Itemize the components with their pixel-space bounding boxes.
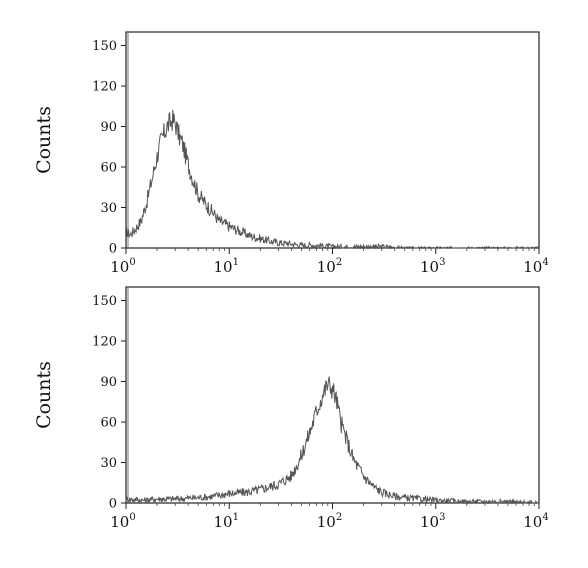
y-tick-label: 0 bbox=[109, 497, 117, 512]
y-tick-label: 60 bbox=[100, 161, 117, 176]
x-tick-label: 102 bbox=[317, 512, 342, 531]
histogram-line-1 bbox=[125, 109, 540, 250]
plot-frame bbox=[125, 31, 540, 249]
x-tick-label: 101 bbox=[214, 512, 239, 531]
x-tick-label: 102 bbox=[317, 257, 342, 276]
y-tick-label: 0 bbox=[109, 242, 117, 257]
x-tick-label: 104 bbox=[523, 257, 548, 276]
x-tick-label: 100 bbox=[110, 257, 135, 276]
x-tick-label: 103 bbox=[420, 257, 445, 276]
x-tick-label: 101 bbox=[214, 257, 239, 276]
y-axis-title: Counts bbox=[33, 106, 55, 174]
y-axis-title: Counts bbox=[33, 361, 55, 429]
y-tick-label: 150 bbox=[92, 294, 117, 309]
x-tick-label: 103 bbox=[420, 512, 445, 531]
y-tick-label: 150 bbox=[92, 39, 117, 54]
x-tick-label: 100 bbox=[110, 512, 135, 531]
y-tick-label: 120 bbox=[92, 335, 117, 350]
histogram-panel-1: 0 30 60 90 120 150 100 101 102 103 104 Counts bbox=[33, 31, 549, 276]
y-tick-label: 30 bbox=[100, 456, 117, 471]
y-tick-label: 60 bbox=[100, 416, 117, 431]
histogram-panel-2: 0 30 60 90 120 150 100 101 102 103 104 Counts bbox=[33, 286, 549, 531]
y-tick-label: 120 bbox=[92, 80, 117, 95]
histogram-line-2 bbox=[125, 376, 539, 505]
y-tick-label: 90 bbox=[100, 120, 117, 135]
y-tick-label: 30 bbox=[100, 201, 117, 216]
x-tick-label: 104 bbox=[523, 512, 548, 531]
y-tick-label: 90 bbox=[100, 375, 117, 390]
